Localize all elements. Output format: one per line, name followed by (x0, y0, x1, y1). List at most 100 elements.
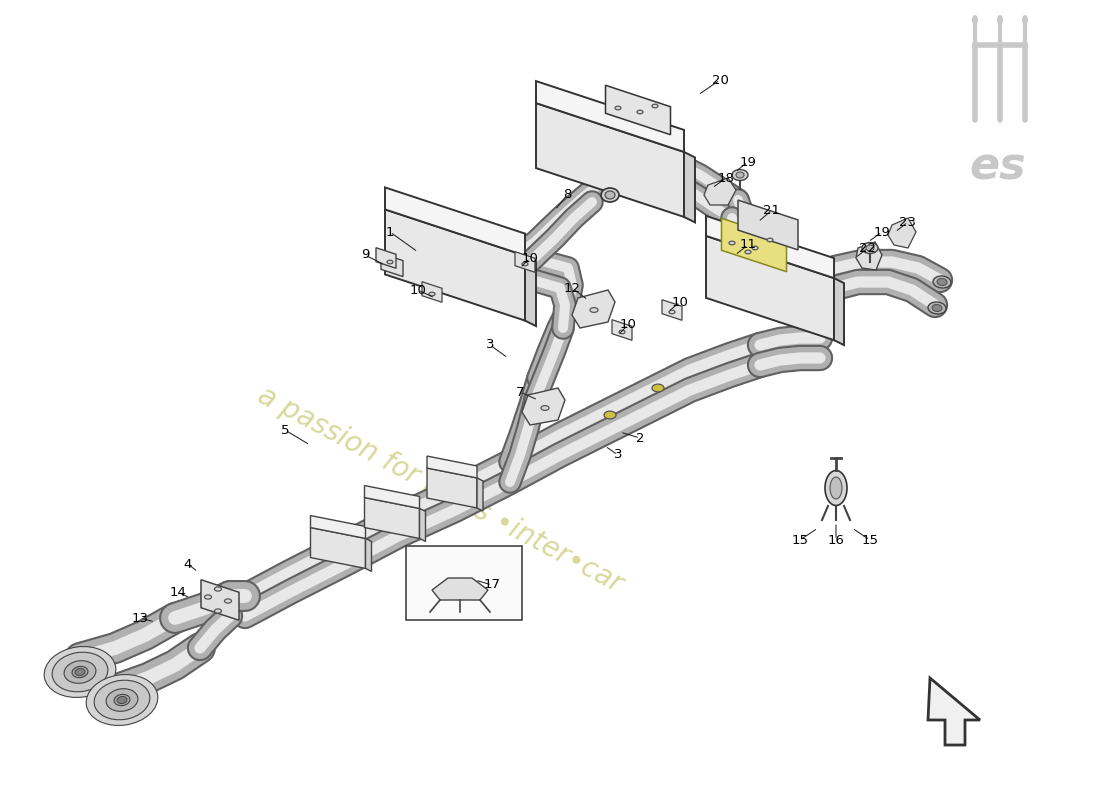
Ellipse shape (669, 310, 675, 314)
Ellipse shape (52, 652, 108, 692)
Text: 10: 10 (672, 295, 689, 309)
Polygon shape (856, 242, 882, 270)
Text: 17: 17 (484, 578, 500, 591)
Polygon shape (385, 187, 525, 256)
Ellipse shape (72, 666, 88, 678)
Ellipse shape (95, 680, 150, 720)
Polygon shape (706, 236, 834, 340)
Ellipse shape (652, 384, 664, 392)
Text: 15: 15 (861, 534, 879, 546)
Polygon shape (365, 538, 372, 571)
Ellipse shape (652, 104, 658, 108)
Ellipse shape (615, 106, 622, 110)
Polygon shape (376, 248, 396, 268)
Ellipse shape (86, 674, 157, 726)
Ellipse shape (214, 609, 221, 613)
Polygon shape (834, 278, 844, 345)
Polygon shape (477, 478, 483, 511)
Ellipse shape (114, 694, 130, 706)
Ellipse shape (387, 260, 393, 264)
Ellipse shape (928, 302, 946, 314)
Polygon shape (612, 320, 632, 340)
Ellipse shape (601, 188, 619, 202)
Ellipse shape (106, 689, 138, 711)
Ellipse shape (937, 278, 947, 286)
Text: 1: 1 (386, 226, 394, 238)
Ellipse shape (541, 406, 549, 410)
Polygon shape (536, 81, 684, 152)
Ellipse shape (205, 595, 211, 599)
Polygon shape (427, 456, 477, 478)
Text: 10: 10 (619, 318, 637, 331)
Polygon shape (706, 216, 834, 278)
Polygon shape (572, 290, 615, 328)
Text: 4: 4 (184, 558, 192, 570)
Polygon shape (364, 498, 419, 538)
Polygon shape (522, 388, 565, 425)
Text: 2: 2 (636, 431, 645, 445)
Text: 15: 15 (792, 534, 808, 546)
Polygon shape (201, 580, 239, 620)
Ellipse shape (64, 661, 96, 683)
Ellipse shape (933, 276, 952, 288)
Ellipse shape (745, 250, 751, 254)
Polygon shape (722, 218, 786, 272)
Ellipse shape (429, 292, 434, 296)
Ellipse shape (767, 238, 773, 242)
Ellipse shape (522, 262, 528, 266)
Polygon shape (662, 300, 682, 320)
Polygon shape (536, 103, 684, 217)
Polygon shape (419, 509, 426, 542)
Text: 14: 14 (169, 586, 186, 598)
Polygon shape (515, 252, 535, 272)
Polygon shape (432, 578, 488, 600)
Ellipse shape (932, 305, 942, 311)
Ellipse shape (44, 646, 116, 698)
Ellipse shape (1022, 15, 1028, 25)
Text: 11: 11 (739, 238, 757, 251)
Text: 10: 10 (409, 283, 427, 297)
Ellipse shape (590, 308, 598, 312)
Ellipse shape (604, 411, 616, 419)
Polygon shape (422, 282, 442, 302)
Text: 5: 5 (280, 423, 289, 437)
Polygon shape (385, 210, 525, 321)
Polygon shape (310, 515, 365, 538)
Ellipse shape (752, 246, 758, 250)
Ellipse shape (862, 242, 878, 254)
Text: a passion for parts •inter•car: a passion for parts •inter•car (253, 382, 627, 598)
Polygon shape (381, 254, 403, 277)
Text: 22: 22 (859, 242, 877, 254)
Polygon shape (684, 152, 695, 222)
Polygon shape (605, 86, 671, 134)
Polygon shape (364, 486, 419, 509)
Text: 19: 19 (739, 155, 757, 169)
Ellipse shape (75, 669, 85, 675)
Text: 3: 3 (614, 449, 623, 462)
Ellipse shape (830, 477, 842, 499)
FancyBboxPatch shape (406, 546, 522, 620)
Text: 20: 20 (712, 74, 728, 86)
Text: 9: 9 (361, 249, 370, 262)
Polygon shape (427, 468, 477, 508)
Ellipse shape (214, 587, 221, 591)
Ellipse shape (224, 599, 231, 603)
Text: 7: 7 (516, 386, 525, 398)
Ellipse shape (732, 170, 748, 181)
Ellipse shape (866, 245, 874, 251)
Polygon shape (310, 527, 365, 569)
Polygon shape (738, 200, 798, 250)
Text: 18: 18 (717, 171, 735, 185)
Text: es: es (970, 145, 1026, 188)
Ellipse shape (637, 110, 644, 114)
Text: 21: 21 (763, 203, 781, 217)
Ellipse shape (736, 172, 744, 178)
Text: 19: 19 (873, 226, 890, 238)
Polygon shape (525, 256, 536, 326)
Text: 10: 10 (521, 251, 538, 265)
Text: 13: 13 (132, 611, 148, 625)
Polygon shape (928, 678, 980, 745)
Ellipse shape (619, 330, 625, 334)
Ellipse shape (997, 15, 1003, 25)
Polygon shape (704, 178, 736, 205)
